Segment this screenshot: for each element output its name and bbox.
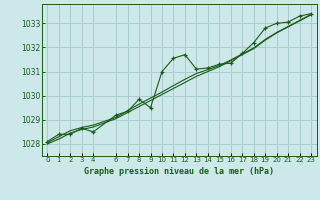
X-axis label: Graphe pression niveau de la mer (hPa): Graphe pression niveau de la mer (hPa)	[84, 167, 274, 176]
